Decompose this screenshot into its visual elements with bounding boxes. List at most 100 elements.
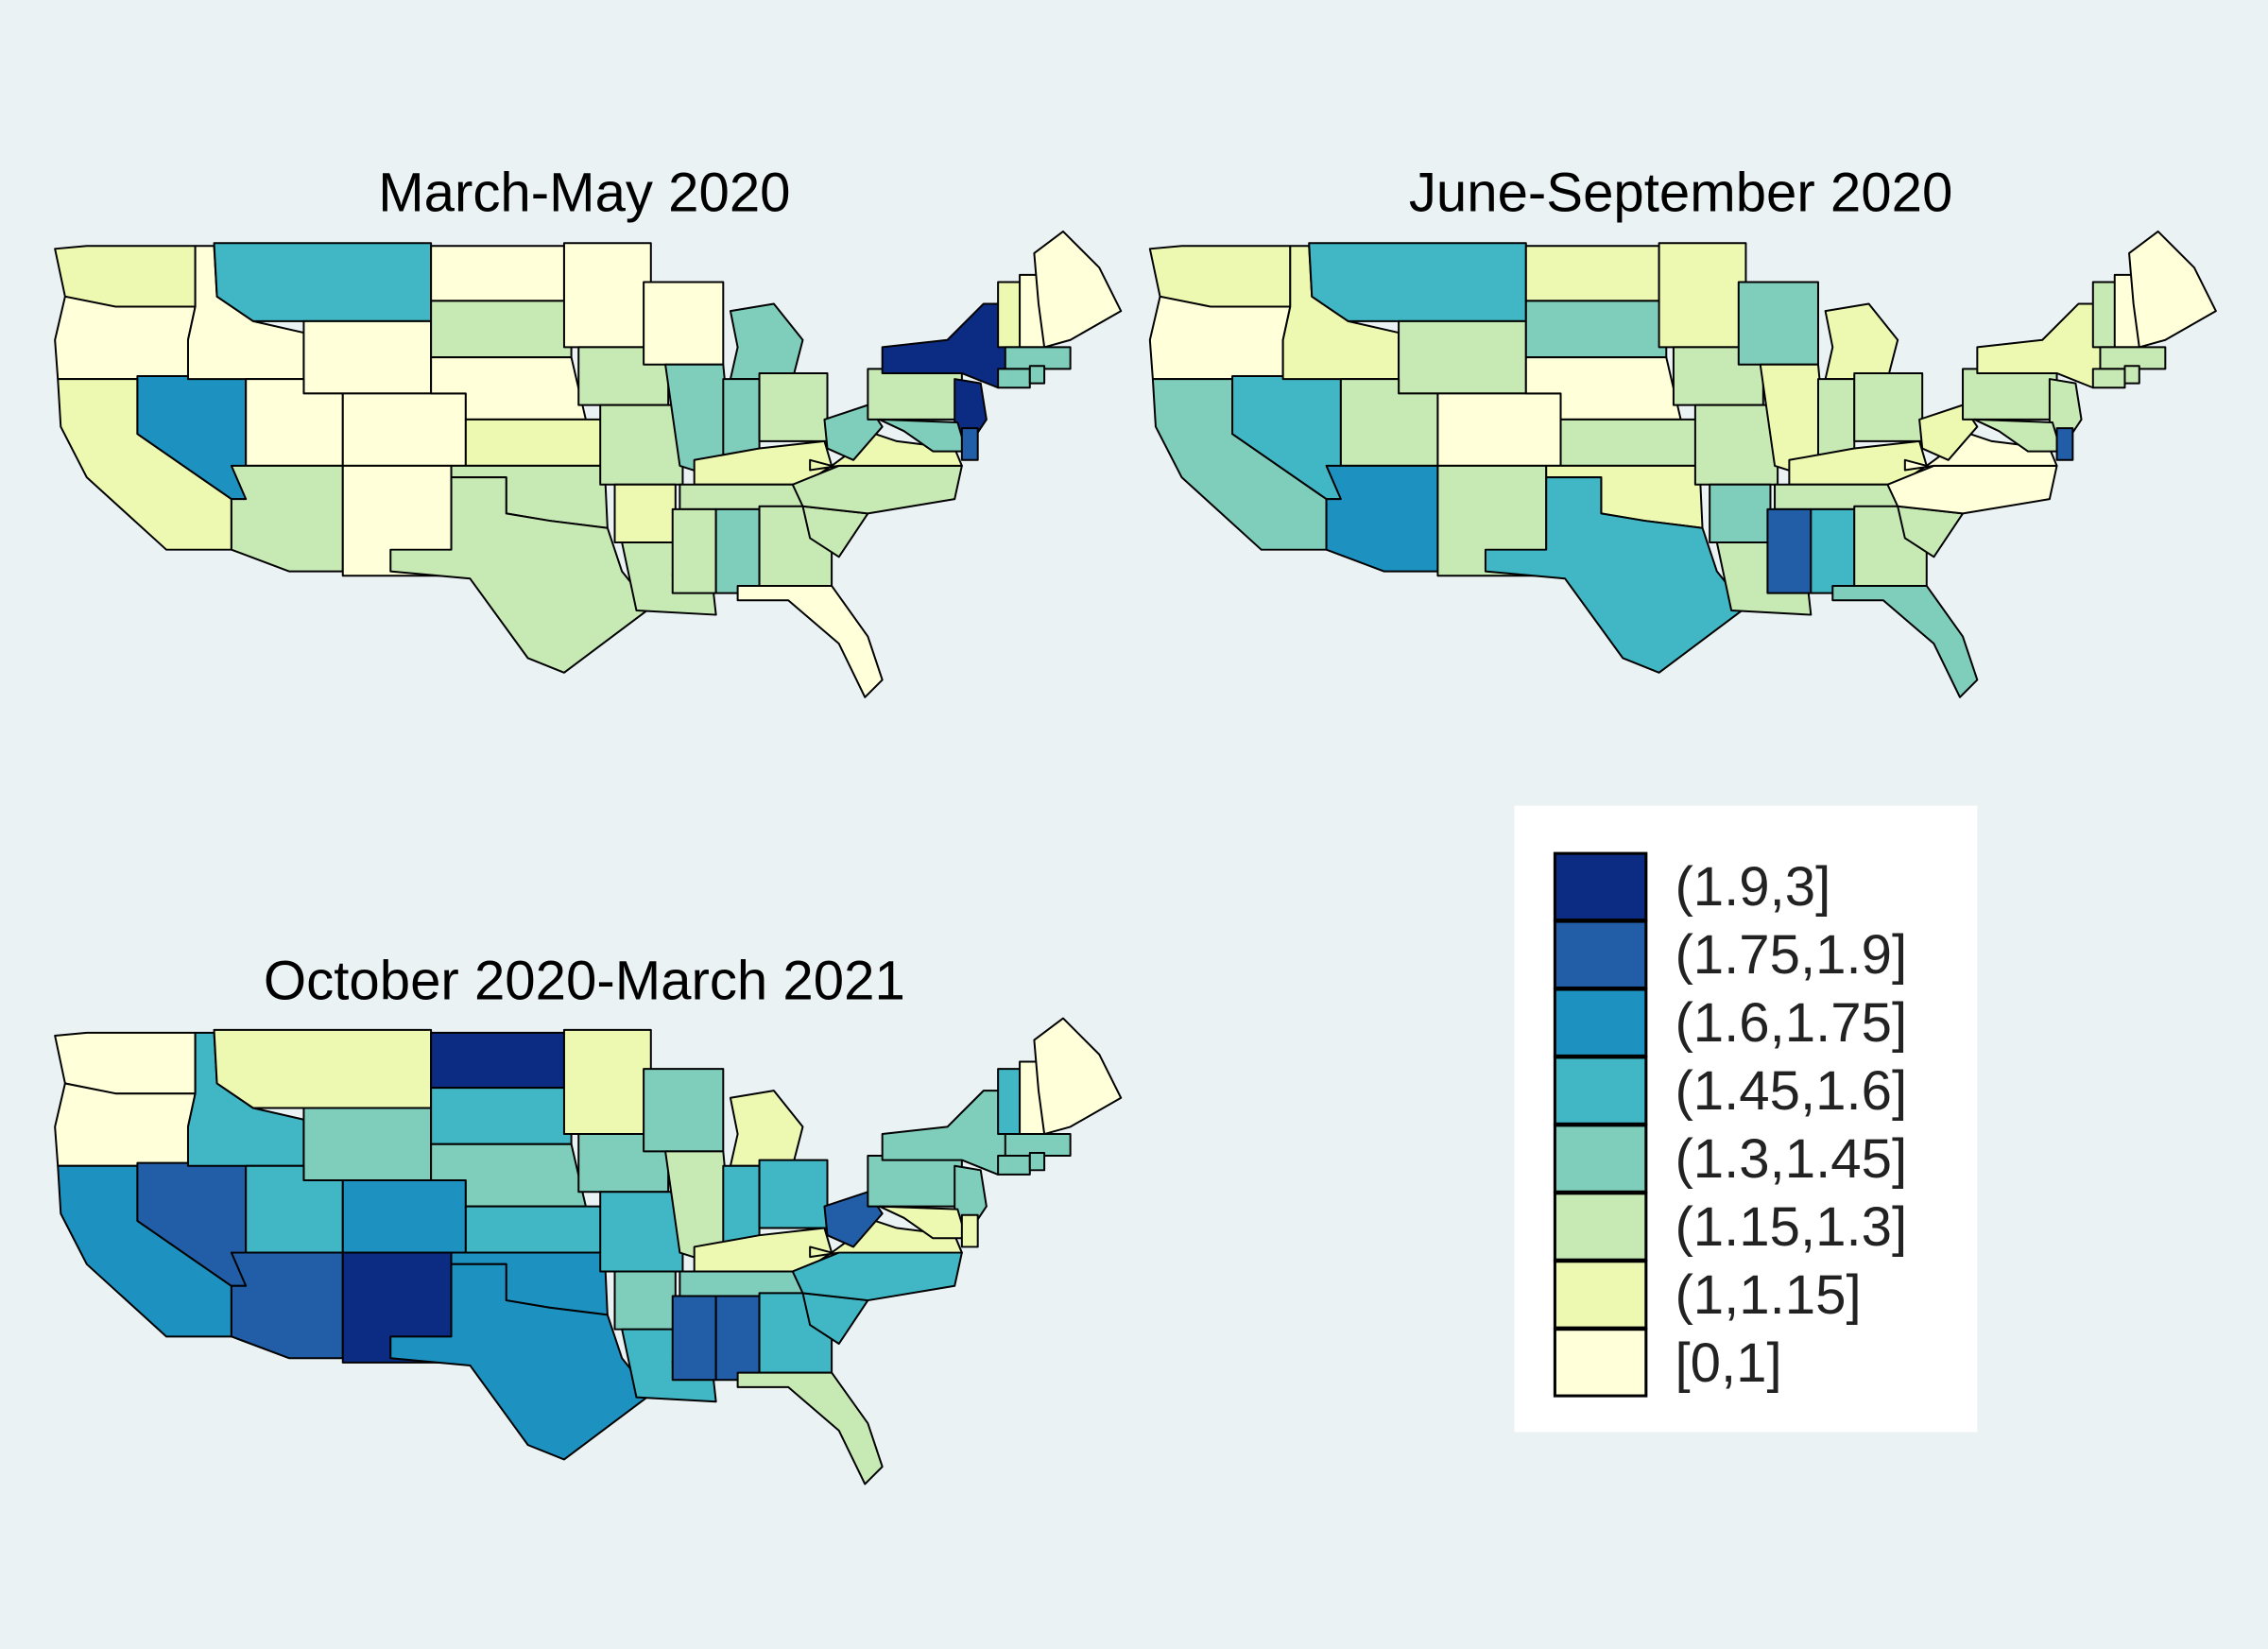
state-wi [1737, 281, 1819, 366]
state-oh [758, 371, 829, 442]
state-al [714, 1295, 761, 1382]
state-or [1148, 295, 1292, 381]
state-sd [1524, 300, 1668, 359]
state-pa [1962, 368, 2058, 421]
state-fl [736, 584, 884, 698]
state-nd [430, 245, 565, 302]
legend-swatch [1553, 1328, 1648, 1398]
map-title-3: October 2020-March 2021 [264, 951, 905, 1012]
state-co [1436, 392, 1562, 467]
state-me [1033, 230, 1123, 349]
legend-swatch [1553, 1260, 1648, 1330]
legend-swatch [1553, 851, 1648, 922]
legend-swatch [1553, 1124, 1648, 1194]
state-md [878, 1205, 968, 1240]
state-co [341, 392, 467, 467]
state-ms [671, 1295, 717, 1382]
state-mi [1824, 302, 1899, 381]
state-ar [613, 483, 677, 544]
state-in [722, 378, 761, 457]
state-de [960, 1213, 979, 1248]
state-mn [1658, 242, 1747, 349]
state-wi [643, 1068, 725, 1153]
state-tx [389, 1263, 652, 1461]
map-june-september-2020 [1148, 230, 2217, 698]
state-ms [1766, 507, 1813, 594]
state-sd [430, 1087, 573, 1145]
state-pa [867, 1155, 963, 1208]
state-ri [1028, 1151, 1046, 1172]
legend-swatch [1553, 1192, 1648, 1262]
legend-swatch [1553, 988, 1648, 1057]
state-ar [613, 1270, 677, 1331]
state-ks [464, 418, 606, 467]
legend-label: (1.75,1.9] [1675, 924, 1907, 986]
legend: (1.9,3](1.75,1.9](1.6,1.75](1.45,1.6](1.… [1514, 805, 1978, 1433]
state-az [230, 1251, 344, 1360]
legend-label: (1.6,1.75] [1675, 992, 1907, 1054]
state-wa [54, 1031, 197, 1095]
state-ks [1559, 418, 1701, 467]
state-mi [729, 1090, 804, 1167]
state-ma [2099, 346, 2167, 370]
map-march-may-2020 [54, 230, 1123, 698]
legend-label: (1.45,1.6] [1675, 1060, 1907, 1122]
state-tx [1484, 476, 1747, 674]
state-ri [2123, 365, 2140, 385]
state-nd [1524, 245, 1660, 302]
legend-swatch [1553, 1056, 1648, 1125]
state-ks [464, 1205, 606, 1254]
state-ct [997, 368, 1031, 389]
state-mt [1308, 242, 1527, 322]
state-wy [302, 1107, 433, 1182]
legend-label: [0,1] [1675, 1332, 1781, 1394]
state-or [54, 295, 197, 381]
state-sd [430, 300, 573, 359]
state-oh [758, 1159, 829, 1229]
state-mn [562, 1028, 652, 1136]
state-al [714, 507, 761, 594]
state-nd [430, 1031, 565, 1090]
legend-label: (1.3,1.45] [1675, 1128, 1907, 1190]
state-ct [2091, 368, 2126, 389]
state-ma [1004, 1133, 1072, 1158]
state-oh [1853, 371, 1924, 442]
state-mt [213, 242, 433, 322]
legend-swatch [1553, 919, 1648, 989]
legend-label: (1.15,1.3] [1675, 1196, 1907, 1258]
map-title-1: March-May 2020 [378, 163, 790, 224]
state-md [878, 418, 968, 453]
state-fl [736, 1371, 884, 1486]
state-ms [671, 507, 717, 594]
state-tx [389, 476, 652, 674]
state-az [1325, 464, 1439, 573]
state-mo [1693, 404, 1779, 486]
state-wy [1398, 319, 1527, 395]
state-ma [1004, 346, 1072, 370]
state-ar [1709, 483, 1772, 544]
state-ri [1028, 365, 1046, 385]
state-wa [54, 245, 197, 308]
state-mt [213, 1028, 433, 1109]
state-mo [599, 404, 684, 486]
state-ct [997, 1155, 1031, 1176]
map-october-2020-march-2021 [54, 1017, 1123, 1486]
state-wy [302, 319, 433, 395]
state-de [960, 427, 979, 461]
state-mi [729, 302, 804, 381]
state-co [341, 1179, 467, 1254]
state-mn [562, 242, 652, 349]
state-al [1810, 507, 1856, 594]
state-me [1033, 1017, 1123, 1136]
state-wa [1148, 245, 1292, 308]
state-md [1973, 418, 2063, 453]
legend-label: (1.9,3] [1675, 856, 1830, 918]
state-de [2055, 427, 2074, 461]
state-in [722, 1164, 761, 1244]
state-or [54, 1082, 197, 1167]
state-me [2128, 230, 2217, 349]
legend-label: (1,1.15] [1675, 1264, 1861, 1326]
state-pa [867, 368, 963, 421]
state-fl [1831, 584, 1979, 698]
